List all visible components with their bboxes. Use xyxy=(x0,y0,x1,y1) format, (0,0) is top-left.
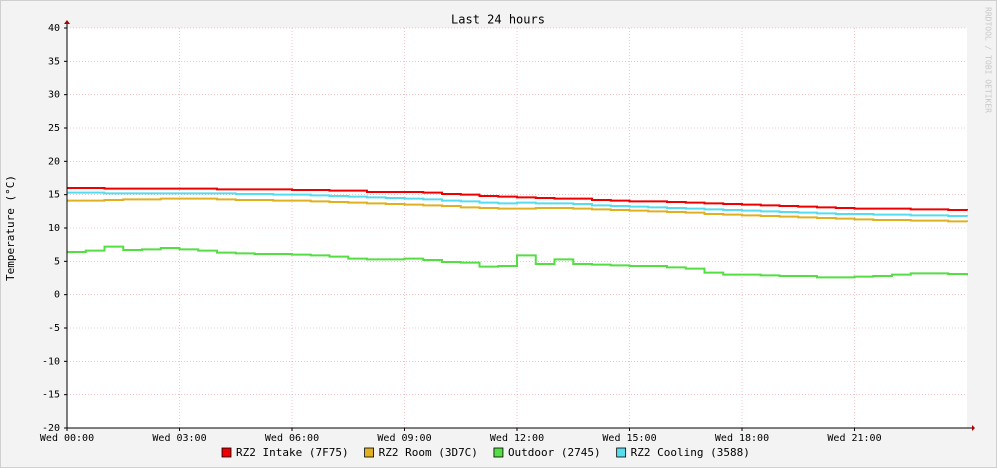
x-tick-label: Wed 12:00 xyxy=(490,433,544,444)
x-axis-arrow xyxy=(972,425,975,431)
legend-swatch xyxy=(364,447,374,458)
legend-label: RZ2 Cooling (3588) xyxy=(631,446,750,459)
y-tick-label: 15 xyxy=(48,190,60,201)
y-axis-label: Temperature (°C) xyxy=(4,175,17,281)
y-tick-label: -20 xyxy=(42,423,60,434)
x-tick-label: Wed 21:00 xyxy=(827,433,881,444)
watermark: RRDTOOL / TOBI OETIKER xyxy=(984,7,993,113)
y-axis-arrow xyxy=(64,20,70,24)
legend-label: RZ2 Room (3D7C) xyxy=(379,446,478,459)
legend-label: RZ2 Intake (7F75) xyxy=(236,446,349,459)
grid xyxy=(66,27,967,429)
y-tick-label: 0 xyxy=(54,290,60,301)
chart-title: Last 24 hours xyxy=(451,13,545,27)
y-tick-label: 5 xyxy=(54,256,60,267)
y-tick-label: -10 xyxy=(42,356,60,367)
y-tick-label: 25 xyxy=(48,123,60,134)
legend-swatch xyxy=(221,447,232,458)
series-line xyxy=(67,191,968,217)
y-tick-label: -5 xyxy=(48,323,60,334)
x-tick-label: Wed 18:00 xyxy=(715,433,769,444)
y-tick-label: 35 xyxy=(48,56,60,67)
series-line xyxy=(67,245,968,279)
x-tick-label: Wed 09:00 xyxy=(377,433,431,444)
x-tick-label: Wed 15:00 xyxy=(602,433,656,444)
y-tick-label: 20 xyxy=(48,156,60,167)
series-line xyxy=(67,187,968,211)
x-tick-label: Wed 00:00 xyxy=(40,433,94,444)
lines xyxy=(67,187,968,279)
y-tick-label: -15 xyxy=(42,390,60,401)
y-tick-label: 40 xyxy=(48,23,60,34)
legend-swatch xyxy=(616,447,627,458)
series-line xyxy=(67,197,968,223)
y-tick-label: 30 xyxy=(48,90,60,101)
legend: RZ2 Intake (7F75) RZ2 Room (3D7C) Outdoor … xyxy=(221,446,750,459)
x-tick-label: Wed 03:00 xyxy=(152,433,206,444)
legend-label: Outdoor (2745) xyxy=(508,446,601,459)
y-tick-label: 10 xyxy=(48,223,60,234)
x-tick-label: Wed 06:00 xyxy=(265,433,319,444)
legend-swatch xyxy=(493,447,504,458)
